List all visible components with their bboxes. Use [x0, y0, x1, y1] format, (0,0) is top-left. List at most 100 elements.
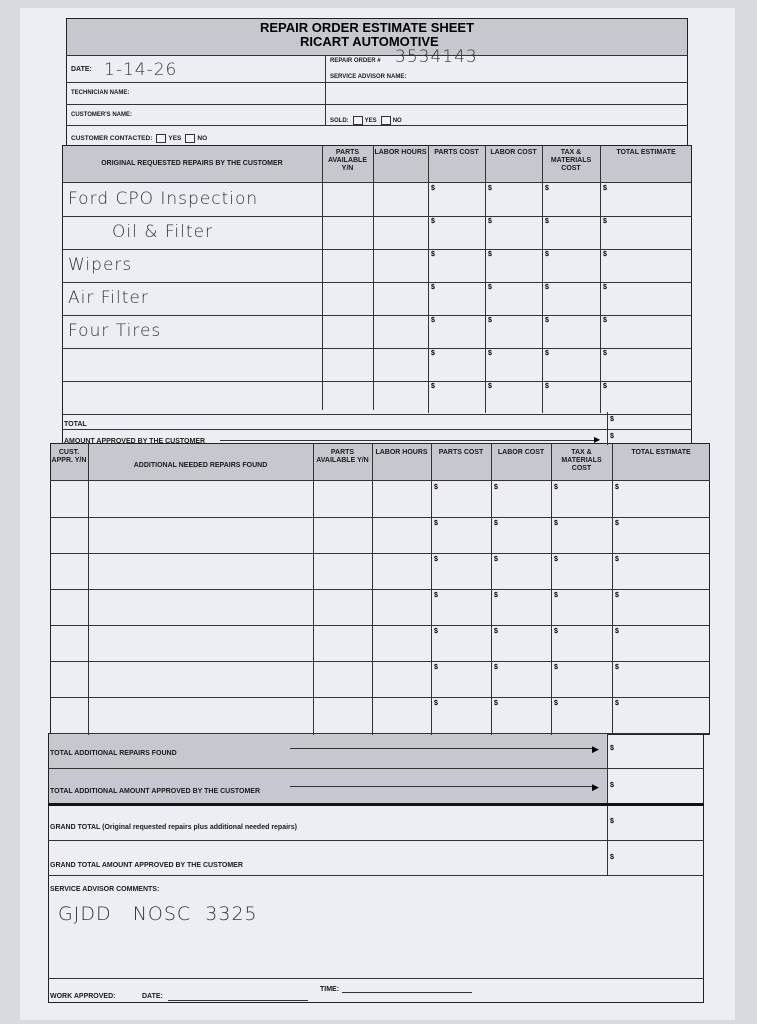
row-divider: [50, 480, 710, 481]
row-divider: [62, 381, 692, 382]
column-header: LABOR HOURS: [374, 149, 427, 156]
dollar-sign: $: [431, 251, 435, 258]
column-divider: [542, 145, 543, 413]
dollar-sign: $: [603, 218, 607, 225]
column-header: PARTS COST: [438, 449, 484, 456]
row-divider: [62, 216, 692, 217]
repair-order-value[interactable]: 3534143: [395, 47, 478, 67]
dollar-sign: $: [615, 592, 619, 599]
dollar-sign: $: [603, 317, 607, 324]
total-label: TOTAL: [64, 421, 87, 428]
dollar-sign: $: [431, 350, 435, 357]
column-header: LABOR COST: [490, 149, 537, 156]
repair-item[interactable]: Ford CPO Inspection: [68, 189, 259, 209]
contacted-no-checkbox[interactable]: [185, 134, 196, 143]
column-header: ADDITIONAL NEEDED REPAIRS FOUND: [133, 462, 268, 469]
column-header: TAX & MATERIALS COST: [561, 449, 602, 472]
repair-item[interactable]: Wipers: [68, 255, 133, 275]
row-divider: [50, 733, 710, 734]
total-additional-found-label: TOTAL ADDITIONAL REPAIRS FOUND: [50, 750, 177, 757]
dollar-sign: $: [554, 484, 558, 491]
dollar-sign: $: [610, 433, 614, 440]
dollar-sign: $: [494, 556, 498, 563]
column-header: TOTAL ESTIMATE: [631, 449, 691, 456]
dollar-sign: $: [554, 628, 558, 635]
service-advisor-label: SERVICE ADVISOR NAME:: [330, 74, 407, 80]
row-divider: [50, 661, 710, 662]
column-header: PARTS COST: [434, 149, 479, 156]
dollar-sign: $: [545, 218, 549, 225]
repair-item[interactable]: Oil & Filter: [112, 222, 213, 242]
row-divider: [62, 429, 692, 430]
arrow-line: [220, 440, 595, 441]
column-divider: [600, 145, 601, 413]
column-divider: [373, 145, 374, 410]
dollar-sign: $: [545, 284, 549, 291]
dollar-sign: $: [488, 284, 492, 291]
dollar-sign: $: [554, 592, 558, 599]
column-header: ORIGINAL REQUESTED REPAIRS BY THE CUSTOM…: [101, 160, 283, 167]
dollar-sign: $: [431, 317, 435, 324]
column-divider: [322, 145, 323, 410]
dollar-sign: $: [488, 350, 492, 357]
arrow-icon: ▶: [594, 435, 601, 444]
date-footer-label: DATE:: [142, 993, 163, 1000]
repair-item[interactable]: Air Filter: [68, 288, 149, 308]
column-header: LABOR COST: [497, 449, 545, 456]
time-label: TIME:: [320, 986, 340, 993]
date-value[interactable]: 1-14-26: [104, 60, 178, 80]
dollar-sign: $: [610, 416, 614, 423]
sold-yes-checkbox[interactable]: [352, 116, 363, 125]
dollar-sign: $: [434, 664, 438, 671]
dollar-sign: $: [545, 251, 549, 258]
dollar-sign: $: [434, 520, 438, 527]
dollar-sign: $: [615, 628, 619, 635]
dollar-sign: $: [488, 185, 492, 192]
dollar-sign: $: [431, 383, 435, 390]
comments-label: SERVICE ADVISOR COMMENTS:: [50, 886, 160, 893]
row-divider: [62, 249, 692, 250]
repair-item[interactable]: Four Tires: [68, 321, 162, 341]
dollar-sign: $: [494, 592, 498, 599]
dollar-sign: $: [431, 284, 435, 291]
dollar-sign: $: [603, 350, 607, 357]
column-divider: [485, 145, 486, 413]
column-header: TAX & MATERIALS COST: [550, 149, 592, 172]
grand-total-label: GRAND TOTAL (Original requested repairs …: [50, 824, 297, 831]
company-name: RICART AUTOMOTIVE: [300, 34, 439, 49]
dollar-sign: $: [494, 664, 498, 671]
work-approved-label: WORK APPROVED:: [50, 993, 116, 1000]
form-title: REPAIR ORDER ESTIMATE SHEET: [260, 20, 475, 35]
row-divider: [62, 414, 692, 415]
dollar-sign: $: [494, 484, 498, 491]
dollar-sign: $: [603, 251, 607, 258]
dollar-sign: $: [603, 383, 607, 390]
dollar-sign: $: [615, 520, 619, 527]
dollar-sign: $: [603, 185, 607, 192]
dollar-sign: $: [615, 556, 619, 563]
sold-no-checkbox[interactable]: [380, 116, 391, 125]
dollar-sign: $: [488, 383, 492, 390]
arrow-icon: ▶: [592, 782, 599, 792]
contacted-yes-checkbox[interactable]: [156, 134, 167, 143]
dollar-sign: $: [554, 664, 558, 671]
row-divider: [50, 553, 710, 554]
dollar-sign: $: [494, 628, 498, 635]
comments-value[interactable]: GJDD NOSC 3325: [58, 903, 258, 925]
column-header: CUST. APPR. Y/N: [51, 449, 87, 464]
grand-total-approved-label: GRAND TOTAL AMOUNT APPROVED BY THE CUSTO…: [50, 862, 243, 869]
dollar-sign: $: [434, 592, 438, 599]
dollar-sign: $: [615, 700, 619, 707]
dollar-sign: $: [494, 700, 498, 707]
amount-approved-label: AMOUNT APPROVED BY THE CUSTOMER: [64, 438, 206, 445]
sold-field: SOLD: YES NO: [330, 116, 402, 125]
dollar-sign: $: [545, 317, 549, 324]
dollar-sign: $: [545, 383, 549, 390]
column-divider: [607, 412, 608, 445]
dollar-sign: $: [431, 185, 435, 192]
column-divider: [428, 145, 429, 413]
row-divider: [62, 182, 692, 183]
dollar-sign: $: [554, 700, 558, 707]
row-divider: [62, 315, 692, 316]
dollar-sign: $: [545, 185, 549, 192]
